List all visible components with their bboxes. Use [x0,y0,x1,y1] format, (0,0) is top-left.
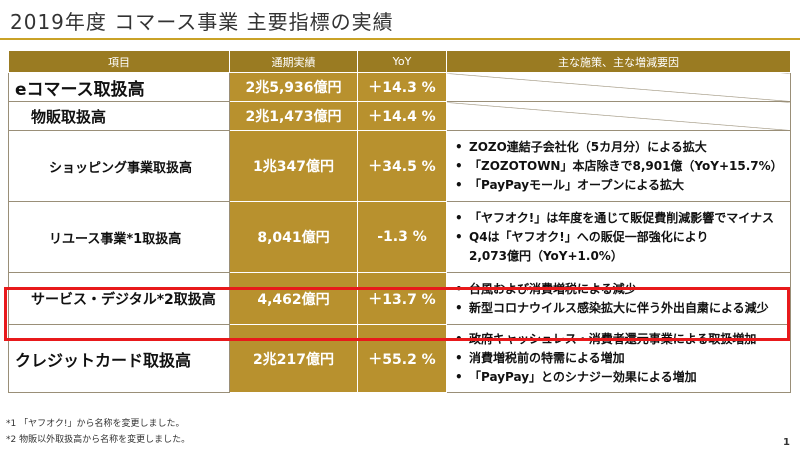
row-notes: ZOZO連結子会社化（5カ月分）による拡大 「ZOZOTOWN」本店除きで8,9… [446,130,791,202]
note-item: 新型コロナウイルス感染拡大に伴う外出自粛による減少 [455,299,790,318]
table-row: 物販取扱高 2兆1,473億円 ＋14.4 % [8,101,791,131]
table-header-row: 項目 通期実績 YoY 主な施策、主な増減要因 [8,50,791,73]
table-row: クレジットカード取扱高 2兆217億円 ＋55.2 % 政府キャッシュレス・消費… [8,324,791,393]
row-notes: 「ヤフオク!」は年度を通じて販促費削減影響でマイナス Q4は「ヤフオク!」への販… [446,201,791,273]
row-label: サービス・デジタル*2取扱高 [8,272,230,325]
footnote-2: *2 物販以外取扱高から名称を変更しました。 [6,435,191,445]
row-yoy: ＋34.5 % [357,130,447,202]
header-yoy: YoY [357,50,447,73]
note-item: 「PayPayモール」オープンによる拡大 [455,176,790,195]
row-value: 2兆217億円 [229,324,358,393]
header-annual-result: 通期実績 [229,50,358,73]
row-label: eコマース取扱高 [8,72,230,102]
note-item: 政府キャッシュレス・消費者還元事業による取扱増加 [455,330,790,349]
page-title: 2019年度 コマース事業 主要指標の実績 [10,10,394,34]
row-notes-empty [446,72,791,102]
row-yoy: ＋13.7 % [357,272,447,325]
row-label: リユース事業*1取扱高 [8,201,230,273]
row-value: 2兆5,936億円 [229,72,358,102]
row-yoy: -1.3 % [357,201,447,273]
title-divider [0,38,800,40]
row-notes: 台風および消費増税による減少 新型コロナウイルス感染拡大に伴う外出自粛による減少 [446,272,791,325]
row-yoy: ＋14.4 % [357,101,447,131]
note-item-continued: 2,073億円（YoY+1.0%） [469,248,623,263]
table-row: eコマース取扱高 2兆5,936億円 ＋14.3 % [8,72,791,102]
row-label: クレジットカード取扱高 [8,324,230,393]
kpi-table: 項目 通期実績 YoY 主な施策、主な増減要因 eコマース取扱高 2兆5,936… [8,50,791,393]
row-label: 物販取扱高 [8,101,230,131]
row-notes: 政府キャッシュレス・消費者還元事業による取扱増加 消費増税前の特需による増加 「… [446,324,791,393]
note-item: ZOZO連結子会社化（5カ月分）による拡大 [455,138,790,157]
note-item: 「ヤフオク!」は年度を通じて販促費削減影響でマイナス [455,209,790,228]
table-row: サービス・デジタル*2取扱高 4,462億円 ＋13.7 % 台風および消費増税… [8,272,791,325]
note-item: 「ZOZOTOWN」本店除きで8,901億（YoY+15.7%） [455,157,790,176]
row-value: 2兆1,473億円 [229,101,358,131]
note-item: 台風および消費増税による減少 [455,280,790,299]
row-value: 8,041億円 [229,201,358,273]
row-yoy: ＋14.3 % [357,72,447,102]
note-item: 消費増税前の特需による増加 [455,349,790,368]
header-item: 項目 [8,50,230,73]
row-yoy: ＋55.2 % [357,324,447,393]
table-row: リユース事業*1取扱高 8,041億円 -1.3 % 「ヤフオク!」は年度を通じ… [8,201,791,273]
header-notes: 主な施策、主な増減要因 [446,50,791,73]
row-value: 1兆347億円 [229,130,358,202]
table-row: ショッピング事業取扱高 1兆347億円 ＋34.5 % ZOZO連結子会社化（5… [8,130,791,202]
footnote-1: *1 「ヤフオク!」から名称を変更しました。 [6,419,185,429]
row-label: ショッピング事業取扱高 [8,130,230,202]
note-item: 「PayPay」とのシナジー効果による増加 [455,368,790,387]
note-item: Q4は「ヤフオク!」への販促一部強化により [455,228,790,247]
page-number: 1 [783,437,790,448]
row-notes-empty [446,101,791,131]
row-value: 4,462億円 [229,272,358,325]
